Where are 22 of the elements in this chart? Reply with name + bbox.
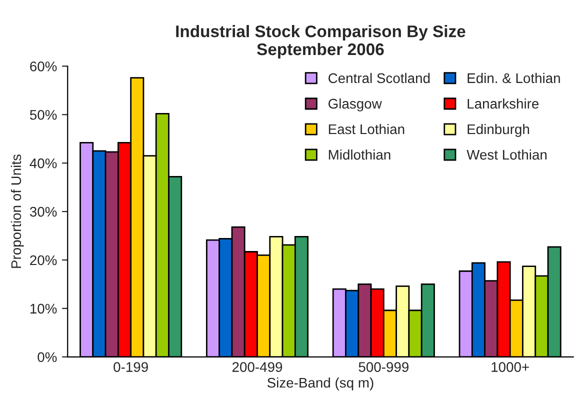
legend-label: Midlothian bbox=[328, 149, 390, 160]
x-tick-label: 500-999 bbox=[358, 362, 408, 372]
legend-label: East Lothian bbox=[328, 124, 404, 134]
legend-label: West Lothian bbox=[466, 149, 547, 160]
y-tick-label: 40% bbox=[30, 158, 57, 168]
legend-label: Glasgow bbox=[328, 98, 382, 112]
y-tick-label: 10% bbox=[30, 304, 57, 314]
y-tick-label: 20% bbox=[30, 255, 57, 266]
legend-label: Central Scotland bbox=[328, 72, 430, 84]
x-tick-label: 0-199 bbox=[114, 362, 148, 372]
chart-title: Industrial Stock Comparison By Size September 2006 bbox=[176, 25, 466, 59]
x-axis-title: Size-Band (sq m) bbox=[267, 377, 374, 390]
legend-label: Lanarkshire bbox=[468, 98, 539, 109]
y-axis-title: Proportion of Units bbox=[10, 154, 24, 268]
y-tick-label: 50% bbox=[30, 110, 57, 120]
legend-label: Edinburgh bbox=[468, 124, 530, 137]
y-tick-label: 60% bbox=[30, 62, 57, 72]
y-tick-label: 30% bbox=[30, 206, 57, 217]
x-tick-label: 200-499 bbox=[232, 362, 282, 372]
legend-label: Edin. & Lothian bbox=[468, 72, 560, 84]
y-tick-label: 0% bbox=[38, 352, 57, 362]
x-tick-label: 1000+ bbox=[492, 362, 529, 372]
